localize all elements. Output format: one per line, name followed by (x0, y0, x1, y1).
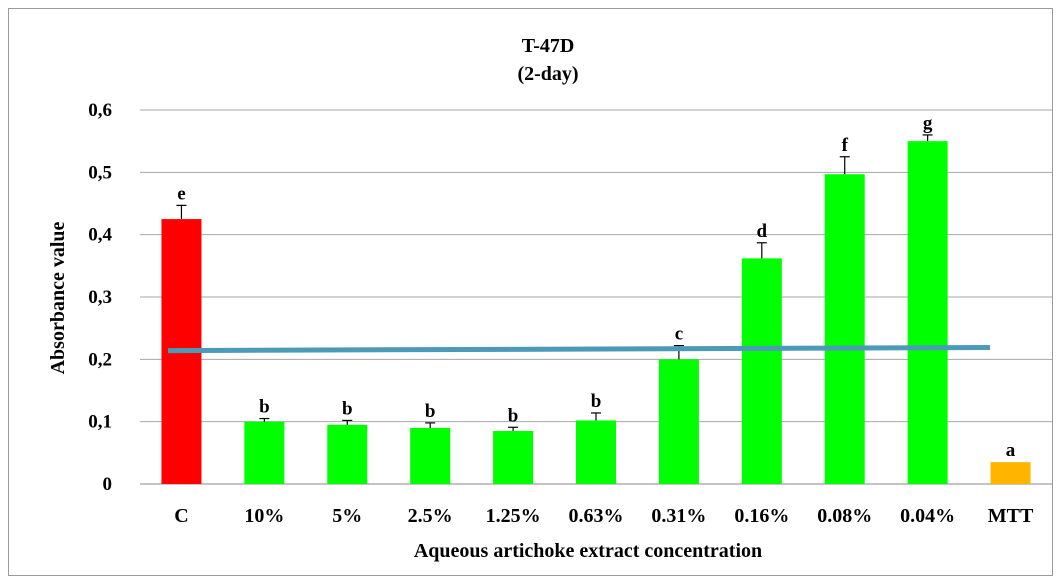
x-tick-label: 5% (332, 505, 362, 527)
x-axis-label: Aqueous artichoke extract concentration (414, 540, 762, 562)
bars (161, 141, 1031, 485)
significance-letter: d (757, 221, 768, 242)
x-tick-label: 0.04% (900, 505, 955, 527)
significance-letter: b (425, 401, 436, 422)
reference-line (167, 344, 991, 354)
y-tick-label: 0,5 (88, 162, 112, 183)
x-tick-label: 0.08% (817, 505, 872, 527)
y-tick-label: 0,2 (88, 349, 112, 370)
x-tick-label: 0.31% (651, 505, 706, 527)
chart-frame (8, 8, 1053, 576)
significance-letter: b (508, 405, 519, 426)
x-tick-label: 0.16% (734, 505, 789, 527)
significance-letter: g (923, 113, 933, 134)
bar (658, 359, 699, 484)
bar (990, 462, 1031, 484)
x-tick-label: 0.63% (569, 505, 624, 527)
y-tick-label: 0,3 (88, 287, 112, 308)
y-tick-label: 0 (103, 474, 113, 495)
significance-letter: f (842, 135, 849, 156)
gridlines (140, 109, 1052, 485)
y-tick-label: 0,6 (88, 100, 112, 121)
y-tick-labels: 0 0,1 0,2 0,3 0,4 0,5 0,6 (88, 100, 112, 495)
bar (576, 420, 616, 484)
x-tick-labels: C 10% 5% 2.5% 1.25% 0.63% 0.31% 0.16% 0.08% 0.04%… (174, 505, 1034, 527)
y-tick-label: 0,4 (88, 225, 112, 246)
x-tick-label: 10% (244, 505, 284, 527)
y-tick-label: 0,1 (88, 412, 112, 433)
bar (824, 174, 865, 484)
bar (493, 431, 534, 484)
chart-title: T-47D (522, 35, 575, 57)
significance-letter: c (675, 324, 683, 345)
reference-line-group (167, 344, 991, 354)
bar (327, 424, 368, 484)
y-axis-label: Absorbance value (47, 221, 69, 374)
bar (741, 258, 782, 484)
significance-letter: b (259, 397, 270, 418)
x-tick-label: C (174, 505, 188, 527)
significance-letter: e (177, 183, 185, 204)
significance-letter: b (342, 398, 353, 419)
significance-letters: e b b b b b c d f g a (177, 113, 1016, 461)
x-tick-label: 1.25% (486, 505, 541, 527)
error-bars (176, 134, 933, 432)
bar (907, 141, 948, 484)
significance-letter: b (591, 391, 602, 412)
significance-letter: a (1006, 440, 1016, 461)
x-tick-label: 2.5% (408, 505, 453, 527)
bar (244, 421, 285, 484)
chart-subtitle: (2-day) (517, 63, 578, 85)
bar (410, 427, 451, 484)
x-tick-label: MTT (988, 505, 1034, 527)
